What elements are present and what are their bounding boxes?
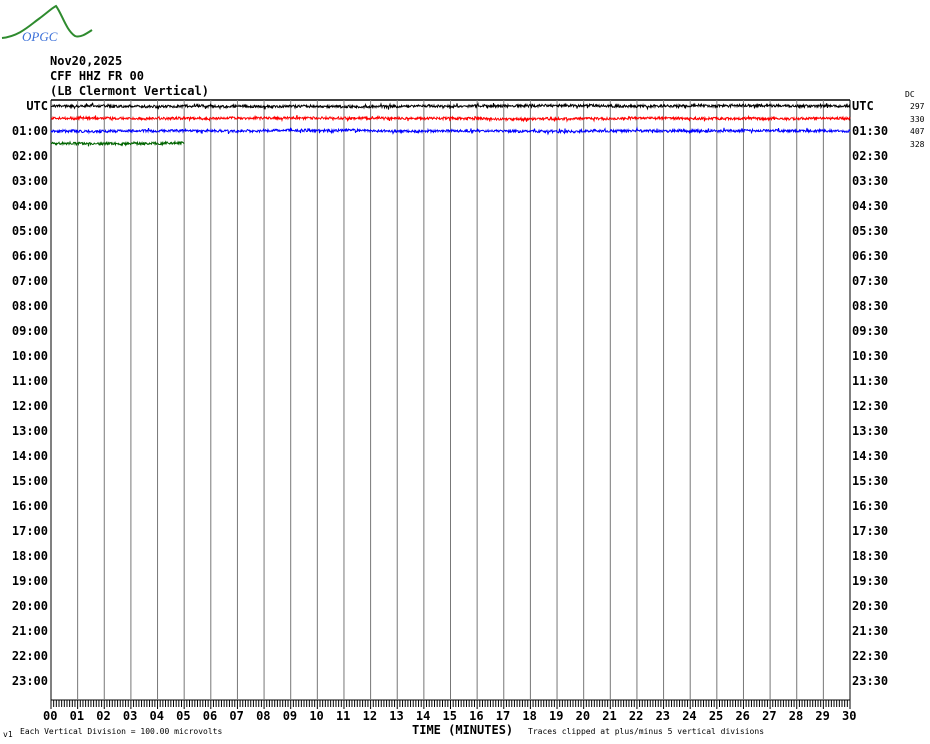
- right-time-label: 21:30: [852, 624, 889, 638]
- left-time-label: 07:00: [11, 274, 48, 288]
- seismic-trace: [50, 102, 851, 111]
- right-time-label: 03:30: [852, 174, 889, 188]
- right-time-label: 10:30: [852, 349, 889, 363]
- dc-value: 297: [910, 102, 925, 111]
- station-label: CFF HHZ FR 00: [50, 69, 144, 83]
- dc-label: DC: [905, 90, 915, 99]
- left-time-label: 15:00: [11, 474, 48, 488]
- left-time-label: 19:00: [11, 574, 48, 588]
- left-time-label: 05:00: [11, 224, 48, 238]
- left-time-label: 18:00: [11, 549, 48, 563]
- x-tick-label: 21: [602, 709, 617, 723]
- scale-note: Each Vertical Division = 100.00 microvol…: [20, 727, 223, 736]
- svg-text:OPGC: OPGC: [22, 29, 58, 44]
- right-time-label: 04:30: [852, 199, 889, 213]
- x-tick-label: 22: [628, 709, 644, 723]
- right-time-label: 20:30: [852, 599, 889, 613]
- x-tick-label: 16: [469, 709, 484, 723]
- left-time-label: 06:00: [11, 249, 48, 263]
- x-tick-label: 11: [335, 709, 351, 723]
- x-tick-label: 15: [442, 709, 457, 723]
- x-tick-label: 12: [362, 709, 378, 723]
- x-tick-label: 20: [575, 709, 591, 723]
- right-time-label: 01:30: [852, 124, 889, 138]
- dc-value: 330: [910, 114, 925, 124]
- x-tick-label: 01: [69, 709, 85, 723]
- right-time-label: 11:30: [852, 374, 889, 388]
- x-tick-label: 09: [282, 709, 298, 723]
- date-label: Nov20,2025: [50, 54, 123, 68]
- left-time-label: 02:00: [11, 149, 48, 163]
- left-time-label: UTC: [26, 99, 48, 113]
- right-time-label: 13:30: [852, 424, 889, 438]
- x-tick-label: 08: [256, 709, 271, 723]
- left-time-label: 13:00: [11, 424, 48, 438]
- x-tick-label: 10: [309, 709, 324, 723]
- x-tick-label: 28: [788, 709, 804, 723]
- left-time-label: 03:00: [11, 174, 48, 188]
- x-tick-label: 02: [96, 709, 111, 723]
- left-time-label: 08:00: [11, 299, 48, 313]
- left-time-label: 04:00: [11, 199, 48, 213]
- x-tick-label: 24: [682, 709, 697, 723]
- right-time-label: 22:30: [852, 649, 889, 663]
- x-tick-label: 07: [229, 709, 244, 723]
- x-tick-label: 17: [495, 709, 511, 723]
- version-label: v1: [3, 730, 13, 739]
- right-time-label: 23:30: [852, 674, 889, 688]
- x-tick-label: 00: [43, 709, 58, 723]
- x-tick-label: 06: [202, 709, 218, 723]
- x-tick-label: 23: [655, 709, 671, 723]
- opgc-logo: OPGC: [1, 4, 93, 44]
- right-time-label: 07:30: [852, 274, 889, 288]
- left-time-label: 16:00: [11, 499, 48, 513]
- x-tick-label: 04: [149, 709, 164, 723]
- right-time-label: 17:30: [852, 524, 889, 538]
- left-time-label: 11:00: [11, 374, 48, 388]
- dc-value: 407: [910, 127, 925, 136]
- right-time-label: 19:30: [852, 574, 889, 588]
- right-time-label: 18:30: [852, 549, 889, 563]
- left-time-label: 20:00: [11, 599, 48, 613]
- x-tick-label: 25: [708, 709, 724, 723]
- left-time-label: 21:00: [11, 624, 48, 638]
- seismic-trace: [50, 139, 185, 147]
- left-time-label: 22:00: [11, 649, 48, 663]
- seismic-trace: [50, 114, 851, 123]
- left-time-label: 09:00: [11, 324, 48, 338]
- left-time-label: 23:00: [11, 674, 48, 688]
- right-time-label: UTC: [852, 99, 874, 113]
- right-time-label: 09:30: [852, 324, 889, 338]
- right-time-label: 05:30: [852, 224, 889, 238]
- x-axis-title: TIME (MINUTES): [412, 723, 514, 737]
- x-tick-label: 03: [122, 709, 138, 723]
- seismic-trace: [50, 126, 851, 136]
- left-time-label: 10:00: [11, 349, 48, 363]
- x-tick-label: 13: [389, 709, 404, 723]
- left-time-label: 01:00: [11, 124, 48, 138]
- x-tick-label: 29: [815, 709, 830, 723]
- left-time-label: 12:00: [11, 399, 48, 413]
- right-time-label: 16:30: [852, 499, 889, 513]
- right-time-label: 12:30: [852, 399, 889, 413]
- right-time-label: 08:30: [852, 299, 889, 313]
- x-tick-label: 14: [415, 709, 431, 723]
- right-time-label: 02:30: [852, 149, 889, 163]
- x-tick-label: 26: [735, 709, 750, 723]
- x-tick-label: 18: [522, 709, 537, 723]
- dc-value: 328: [910, 139, 925, 149]
- location-label: (LB Clermont Vertical): [50, 84, 209, 98]
- x-tick-label: 27: [762, 709, 777, 723]
- x-tick-label: 19: [549, 709, 564, 723]
- x-tick-label: 05: [176, 709, 191, 723]
- right-time-label: 14:30: [852, 449, 889, 463]
- right-time-label: 06:30: [852, 249, 889, 263]
- x-tick-label: 30: [842, 709, 857, 723]
- left-time-label: 14:00: [11, 449, 48, 463]
- left-time-label: 17:00: [11, 524, 48, 538]
- clip-note: Traces clipped at plus/minus 5 vertical …: [528, 727, 765, 736]
- right-time-label: 15:30: [852, 474, 889, 488]
